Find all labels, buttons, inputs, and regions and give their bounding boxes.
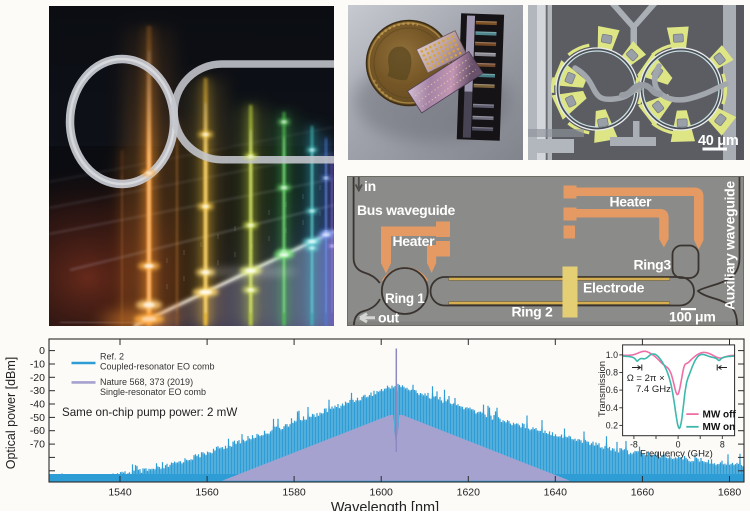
svg-text:1540: 1540 [108,487,132,499]
svg-text:Ω = 2π ×: Ω = 2π × [627,373,665,384]
svg-text:1660: 1660 [631,487,655,499]
svg-text:Wavelength [nm]: Wavelength [nm] [331,500,439,511]
svg-text:out: out [378,310,400,326]
svg-text:1680: 1680 [718,487,742,499]
svg-text:1620: 1620 [457,487,481,499]
svg-text:Transmission: Transmission [597,361,608,417]
svg-text:Optical power [dBm]: Optical power [dBm] [4,357,18,470]
svg-text:in: in [364,178,376,194]
svg-text:Single-resonator EO comb: Single-resonator EO comb [100,387,206,397]
svg-text:1580: 1580 [282,487,306,499]
svg-text:Heater: Heater [610,194,653,210]
svg-text:8: 8 [720,440,725,450]
svg-text:-70: -70 [30,439,45,451]
svg-text:Ring 1: Ring 1 [385,291,425,306]
svg-text:MW off: MW off [703,410,737,421]
svg-text:-50: -50 [30,412,45,424]
svg-text:Ref. 2: Ref. 2 [100,352,124,362]
svg-text:-40: -40 [30,399,45,411]
svg-text:Coupled-resonator EO comb: Coupled-resonator EO comb [100,362,215,372]
svg-text:Ring3: Ring3 [634,257,672,273]
svg-text:Heater: Heater [393,233,436,249]
svg-text:Same on-chip pump power: 2 mW: Same on-chip pump power: 2 mW [62,406,237,419]
svg-text:0.8: 0.8 [606,368,618,378]
svg-text:-30: -30 [30,385,45,397]
svg-text:-10: -10 [30,359,45,371]
svg-text:-20: -20 [30,372,45,384]
svg-text:Frequency (GHz): Frequency (GHz) [640,449,713,460]
svg-text:0: 0 [39,345,45,357]
svg-text:0: 0 [676,440,681,450]
svg-text:Electrode: Electrode [583,280,645,296]
svg-text:Ring 2: Ring 2 [512,304,553,320]
svg-text:-60: -60 [30,425,45,437]
svg-text:0.6: 0.6 [606,385,618,395]
svg-text:MW on: MW on [703,422,736,433]
svg-text:Auxiliary waveguide: Auxiliary waveguide [722,181,738,310]
svg-text:0.2: 0.2 [606,420,618,430]
svg-text:7.4 GHz: 7.4 GHz [636,384,671,395]
svg-text:100 μm: 100 μm [669,309,715,325]
svg-text:1600: 1600 [370,487,394,499]
svg-text:40 μm: 40 μm [698,133,738,149]
svg-text:Nature 568, 373 (2019): Nature 568, 373 (2019) [100,377,193,387]
svg-text:Bus waveguide: Bus waveguide [357,202,456,218]
svg-text:-8: -8 [630,440,638,450]
svg-text:1640: 1640 [544,487,568,499]
svg-text:0.4: 0.4 [606,403,618,413]
svg-text:1.0: 1.0 [606,350,618,360]
svg-text:1560: 1560 [195,487,219,499]
